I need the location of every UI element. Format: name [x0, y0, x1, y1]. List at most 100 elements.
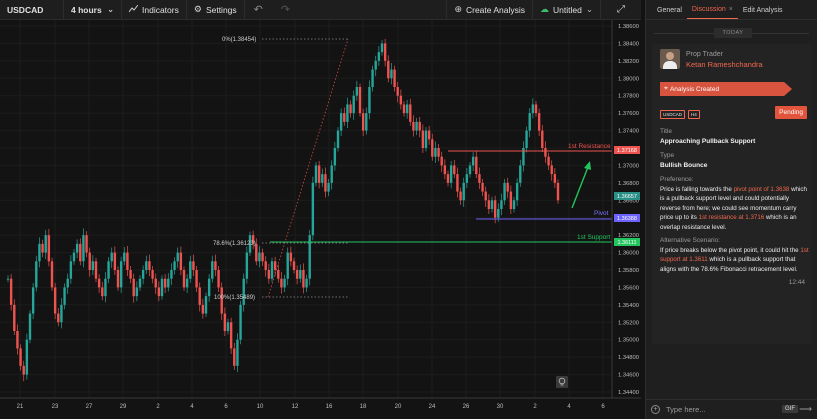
candle-body[interactable]	[63, 287, 66, 305]
candle-body[interactable]	[88, 252, 91, 270]
candle-body[interactable]	[305, 278, 308, 288]
fullscreen-button[interactable]: ⤢	[601, 0, 641, 20]
candle-body[interactable]	[116, 270, 120, 288]
candle-body[interactable]	[321, 174, 324, 183]
candle-body[interactable]	[487, 200, 491, 209]
add-attachment-icon[interactable]: +	[651, 405, 660, 414]
candle-body[interactable]	[355, 87, 359, 96]
candle-body[interactable]	[431, 139, 434, 157]
candle-body[interactable]	[365, 113, 368, 131]
candle-body[interactable]	[28, 313, 32, 340]
candle-body[interactable]	[66, 278, 69, 288]
candle-body[interactable]	[220, 287, 223, 314]
candle-body[interactable]	[182, 270, 186, 288]
candle-body[interactable]	[528, 113, 531, 131]
candle-body[interactable]	[198, 287, 201, 305]
candle-body[interactable]	[31, 287, 35, 314]
candle-body[interactable]	[79, 243, 82, 262]
candle-body[interactable]	[478, 174, 481, 183]
redo-button[interactable]: ↷	[272, 0, 299, 20]
candle-body[interactable]	[497, 209, 500, 218]
candle-body[interactable]	[412, 121, 415, 131]
candle-body[interactable]	[396, 87, 399, 96]
candle-body[interactable]	[531, 104, 535, 114]
candle-body[interactable]	[468, 165, 472, 175]
candle-body[interactable]	[547, 156, 550, 166]
candle-body[interactable]	[104, 278, 107, 297]
candle-body[interactable]	[185, 278, 189, 288]
candle-body[interactable]	[38, 243, 41, 262]
candle-body[interactable]	[239, 304, 242, 340]
candle-body[interactable]	[154, 278, 157, 288]
candle-body[interactable]	[176, 252, 179, 262]
candle-body[interactable]	[409, 104, 412, 122]
candle-body[interactable]	[72, 252, 76, 262]
candle-body[interactable]	[47, 235, 51, 262]
candle-body[interactable]	[69, 261, 73, 279]
candle-body[interactable]	[107, 261, 110, 279]
tab-edit-analysis[interactable]: Edit Analysis	[738, 7, 788, 19]
candle-body[interactable]	[424, 130, 428, 148]
price-chart[interactable]: 0%(1.38454) 78.6%(1.36123) 100%(1.35489)…	[0, 20, 641, 419]
candle-body[interactable]	[484, 191, 487, 201]
reply-input[interactable]	[666, 405, 786, 414]
candle-body[interactable]	[387, 60, 390, 79]
candle-body[interactable]	[459, 191, 462, 201]
candle-body[interactable]	[440, 156, 443, 166]
candle-body[interactable]	[493, 200, 497, 218]
candle-body[interactable]	[537, 113, 541, 131]
candle-body[interactable]	[481, 182, 484, 192]
candle-body[interactable]	[434, 148, 437, 157]
candle-body[interactable]	[283, 278, 286, 288]
avatar[interactable]	[660, 49, 680, 69]
candle-body[interactable]	[204, 296, 208, 314]
candle-body[interactable]	[248, 235, 252, 253]
candle-body[interactable]	[330, 165, 333, 183]
candle-body[interactable]	[490, 200, 494, 209]
candle-body[interactable]	[57, 313, 60, 323]
candle-body[interactable]	[242, 278, 245, 305]
lightbulb-icon[interactable]	[556, 376, 568, 388]
candle-body[interactable]	[299, 270, 302, 279]
candle-body[interactable]	[506, 182, 509, 192]
candle-body[interactable]	[101, 287, 104, 297]
create-analysis-button[interactable]: ⊕ Create Analysis	[446, 0, 534, 20]
candle-body[interactable]	[383, 43, 387, 61]
candle-body[interactable]	[292, 261, 296, 270]
candle-body[interactable]	[138, 278, 142, 288]
send-icon[interactable]: ⟶	[799, 404, 812, 414]
candle-body[interactable]	[449, 165, 453, 183]
candle-body[interactable]	[418, 121, 421, 131]
candle-body[interactable]	[167, 278, 170, 288]
candle-body[interactable]	[286, 252, 289, 279]
candle-body[interactable]	[113, 252, 117, 270]
tab-general[interactable]: General	[652, 7, 687, 19]
candle-body[interactable]	[503, 182, 506, 201]
candle-body[interactable]	[251, 235, 255, 244]
candle-body[interactable]	[295, 270, 299, 279]
candle-body[interactable]	[94, 261, 98, 279]
candle-body[interactable]	[264, 261, 267, 270]
candle-body[interactable]	[339, 113, 343, 131]
gif-button[interactable]: GIF	[782, 405, 798, 413]
candle-body[interactable]	[302, 270, 305, 288]
candle-body[interactable]	[50, 261, 54, 288]
tab-discussion[interactable]: Discussion ×	[686, 6, 738, 19]
chart-canvas[interactable]: 0%(1.38454) 78.6%(1.36123) 100%(1.35489)…	[0, 20, 641, 419]
candle-body[interactable]	[289, 252, 293, 262]
candle-body[interactable]	[471, 156, 475, 166]
candle-body[interactable]	[553, 174, 557, 183]
candle-body[interactable]	[91, 261, 95, 270]
candle-body[interactable]	[195, 270, 198, 288]
candle-body[interactable]	[75, 243, 79, 253]
candle-body[interactable]	[226, 322, 230, 331]
candle-body[interactable]	[255, 243, 258, 262]
candle-body[interactable]	[556, 182, 560, 201]
candle-body[interactable]	[13, 304, 16, 331]
candle-body[interactable]	[446, 174, 450, 183]
candle-body[interactable]	[371, 69, 374, 87]
candle-body[interactable]	[465, 174, 469, 183]
candle-body[interactable]	[201, 304, 205, 314]
candle-body[interactable]	[135, 287, 139, 297]
candle-body[interactable]	[163, 278, 167, 288]
